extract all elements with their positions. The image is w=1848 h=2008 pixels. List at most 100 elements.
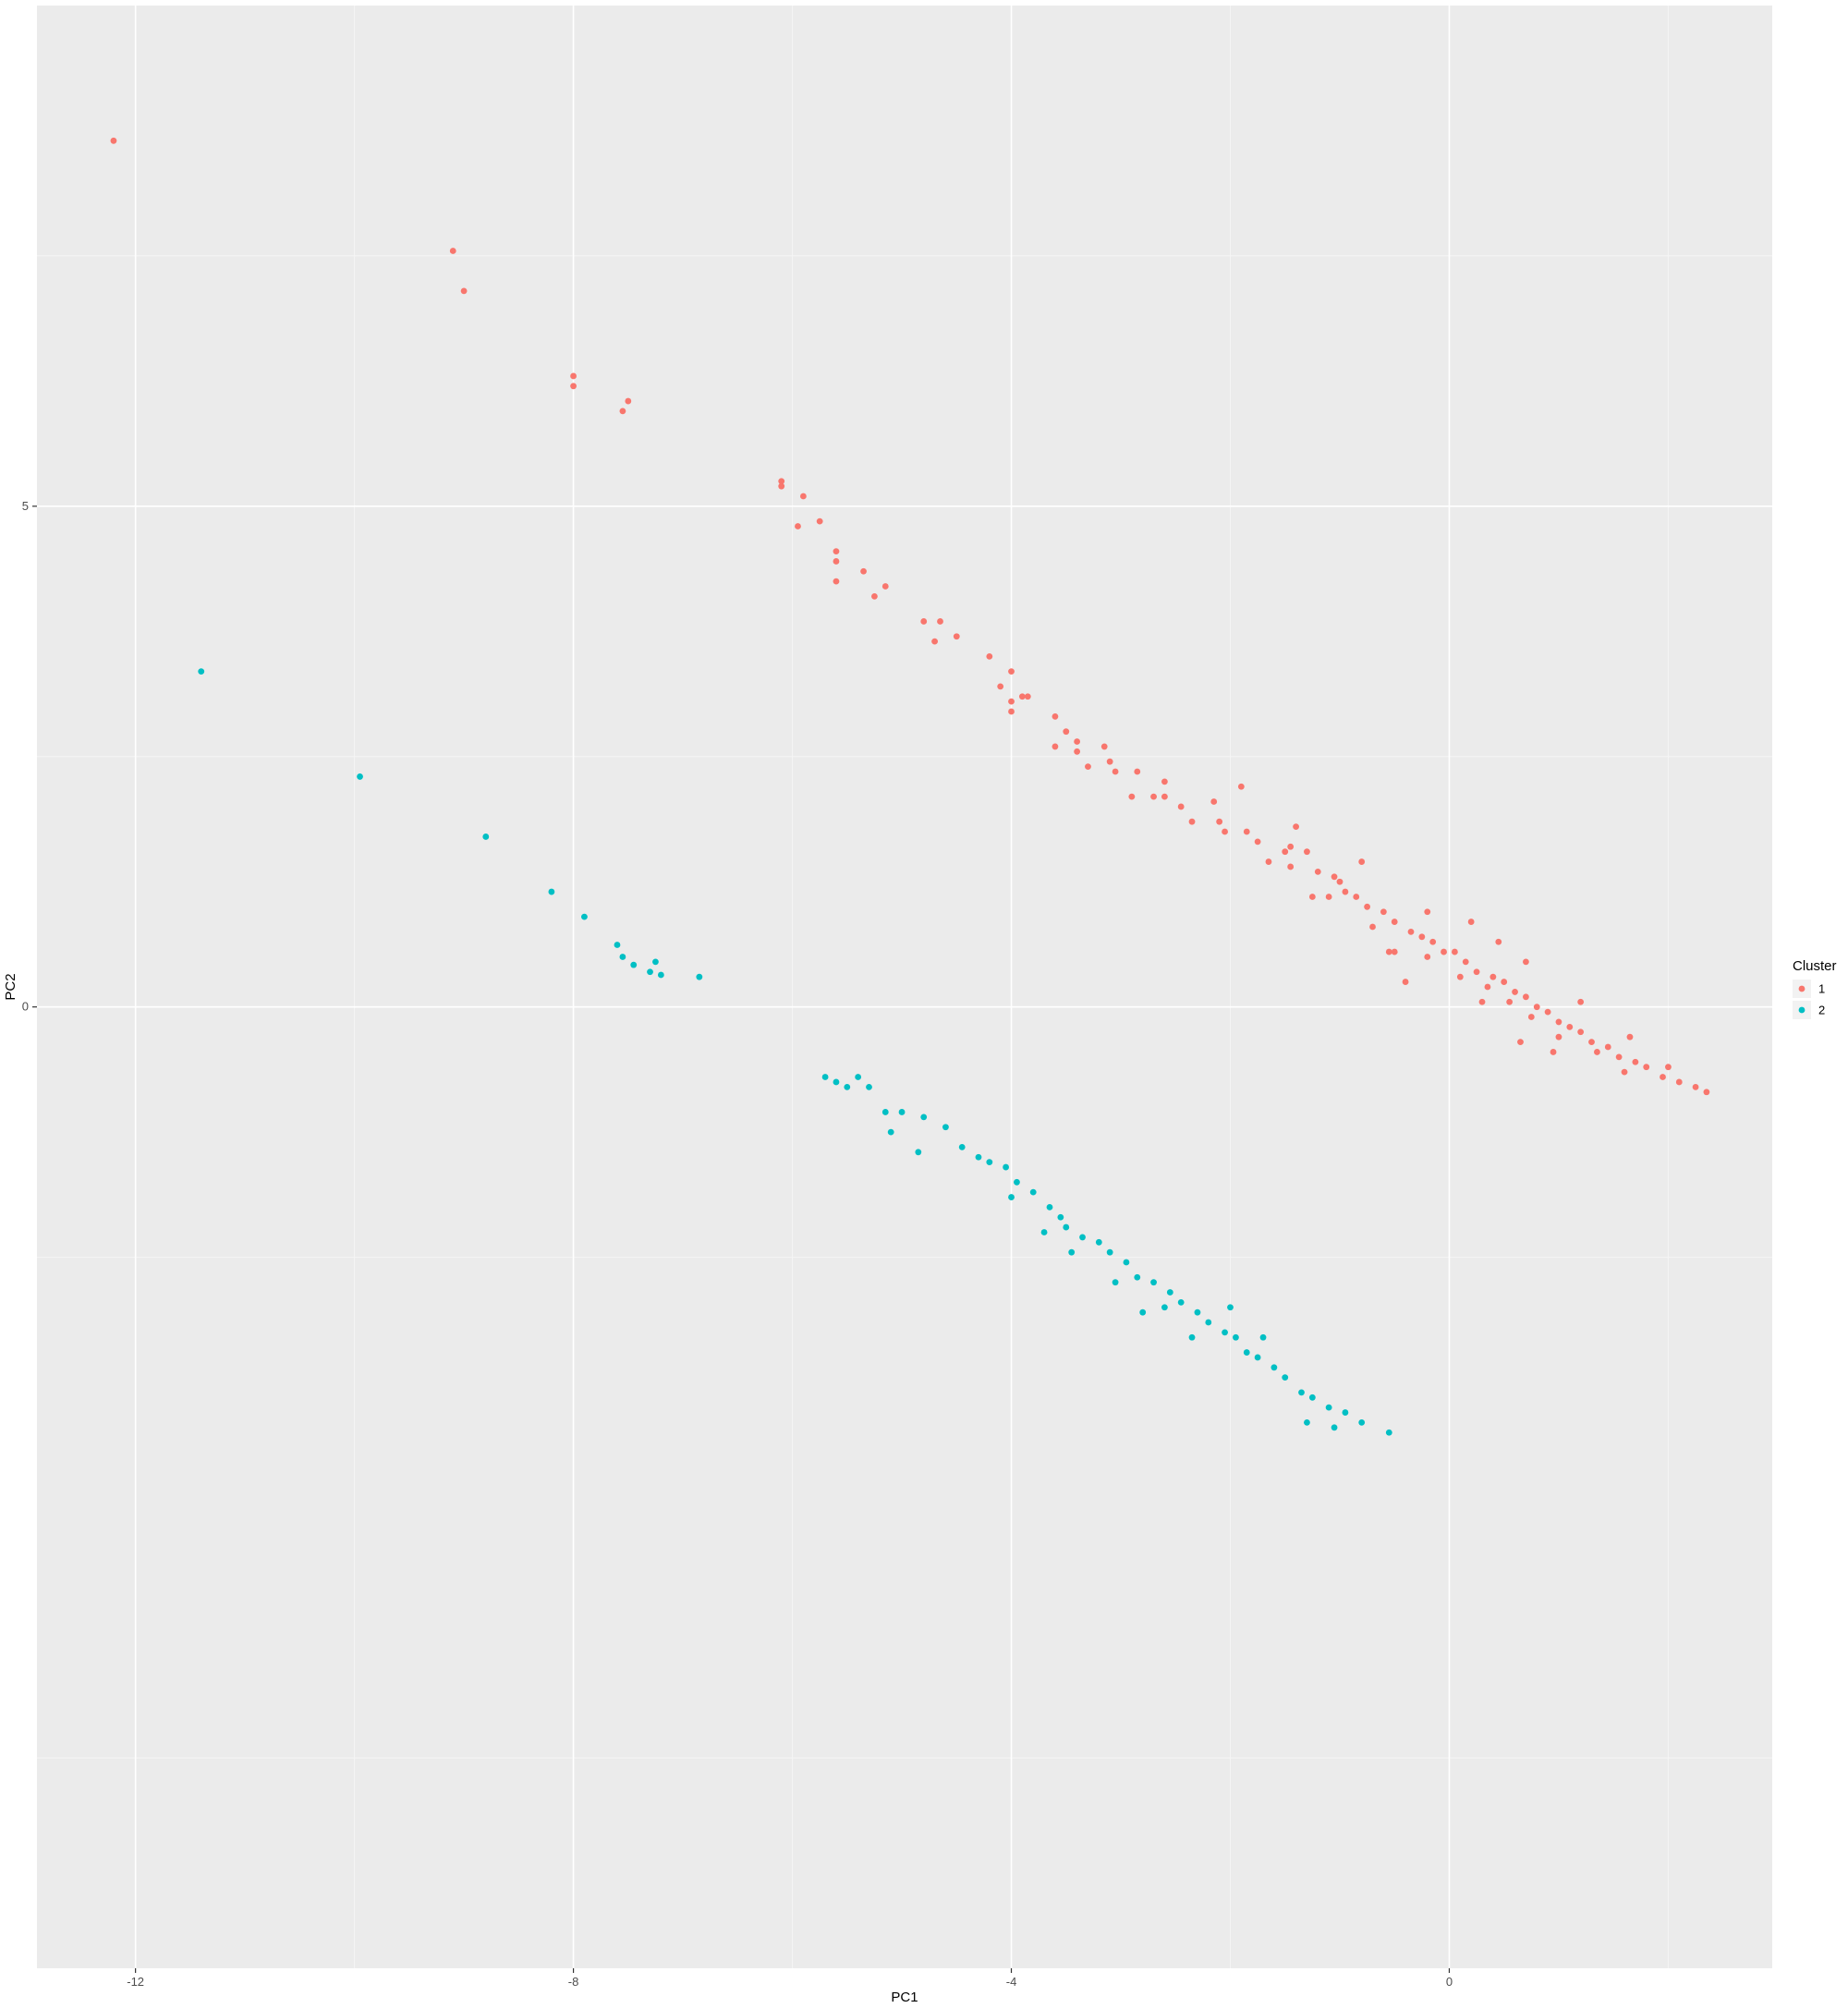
data-point-cluster-1 bbox=[1216, 818, 1223, 825]
data-point-cluster-1 bbox=[1063, 728, 1070, 736]
data-point-cluster-1 bbox=[625, 397, 632, 405]
data-point-cluster-1 bbox=[1615, 1053, 1623, 1061]
data-point-cluster-1 bbox=[1018, 693, 1026, 700]
data-point-cluster-1 bbox=[1128, 793, 1136, 800]
data-point-cluster-1 bbox=[1085, 763, 1091, 770]
data-point-cluster-1 bbox=[1150, 793, 1157, 800]
data-point-cluster-1 bbox=[1106, 758, 1113, 765]
data-point-cluster-2 bbox=[1358, 1418, 1366, 1426]
data-point-cluster-1 bbox=[1243, 828, 1250, 835]
data-point-cluster-2 bbox=[920, 1114, 928, 1121]
x-tick-label: -4 bbox=[1006, 1975, 1017, 1989]
data-point-cluster-1 bbox=[570, 383, 577, 390]
data-point-cluster-1 bbox=[1265, 858, 1272, 865]
data-point-cluster-2 bbox=[198, 668, 205, 675]
y-tick-label: 0 bbox=[22, 1000, 29, 1014]
data-point-cluster-1 bbox=[800, 493, 807, 500]
data-point-cluster-1 bbox=[860, 567, 867, 575]
data-point-cluster-1 bbox=[1550, 1049, 1557, 1055]
data-point-cluster-2 bbox=[1046, 1204, 1053, 1211]
data-point-cluster-1 bbox=[1527, 1014, 1535, 1020]
data-point-cluster-1 bbox=[1424, 954, 1431, 960]
y-axis-title: PC2 bbox=[3, 973, 18, 1000]
data-point-cluster-1 bbox=[1577, 998, 1585, 1005]
data-point-cluster-1 bbox=[778, 478, 785, 485]
data-point-cluster-2 bbox=[833, 1078, 840, 1086]
data-point-cluster-1 bbox=[816, 517, 823, 525]
data-point-cluster-1 bbox=[1462, 958, 1469, 966]
data-point-cluster-1 bbox=[1501, 979, 1508, 985]
data-point-cluster-2 bbox=[1254, 1354, 1261, 1361]
data-point-cluster-2 bbox=[1008, 1194, 1015, 1200]
data-point-cluster-1 bbox=[1358, 858, 1366, 865]
data-point-cluster-2 bbox=[696, 973, 703, 980]
data-point-cluster-2 bbox=[1259, 1333, 1267, 1341]
data-point-cluster-1 bbox=[1161, 778, 1168, 785]
data-point-cluster-2 bbox=[1139, 1308, 1147, 1316]
data-point-cluster-2 bbox=[1161, 1304, 1168, 1311]
data-point-cluster-2 bbox=[1134, 1273, 1141, 1281]
data-point-cluster-2 bbox=[652, 958, 659, 966]
data-point-cluster-2 bbox=[1106, 1248, 1113, 1256]
data-point-cluster-2 bbox=[975, 1153, 982, 1161]
data-point-cluster-1 bbox=[931, 638, 938, 645]
data-point-cluster-1 bbox=[1254, 838, 1261, 846]
data-point-cluster-1 bbox=[1703, 1089, 1710, 1096]
data-point-cluster-2 bbox=[1057, 1213, 1064, 1221]
data-point-cluster-1 bbox=[1675, 1078, 1683, 1086]
data-point-cluster-1 bbox=[1380, 908, 1387, 916]
data-point-cluster-2 bbox=[1194, 1308, 1201, 1316]
data-point-cluster-1 bbox=[1188, 818, 1196, 825]
data-point-cluster-1 bbox=[1052, 713, 1059, 720]
data-point-cluster-1 bbox=[1293, 823, 1299, 831]
data-point-cluster-1 bbox=[1222, 828, 1228, 835]
data-point-cluster-1 bbox=[1008, 698, 1015, 705]
legend-label: 1 bbox=[1818, 982, 1825, 996]
data-point-cluster-1 bbox=[1308, 894, 1316, 900]
data-point-cluster-1 bbox=[1577, 1028, 1585, 1036]
data-point-cluster-2 bbox=[581, 913, 588, 920]
data-point-cluster-2 bbox=[1188, 1333, 1196, 1341]
data-point-cluster-2 bbox=[614, 942, 621, 948]
x-axis: -12 -8 -4 0 bbox=[127, 1968, 1453, 1989]
data-point-cluster-2 bbox=[1150, 1279, 1157, 1286]
data-point-cluster-2 bbox=[657, 971, 664, 979]
data-point-cluster-2 bbox=[1342, 1409, 1349, 1416]
x-tick-label: -8 bbox=[568, 1975, 579, 1989]
data-point-cluster-2 bbox=[1298, 1389, 1305, 1396]
data-point-cluster-1 bbox=[1523, 993, 1529, 1001]
data-point-cluster-1 bbox=[1177, 803, 1185, 810]
legend-key-marker bbox=[1798, 1006, 1805, 1014]
data-point-cluster-1 bbox=[1441, 948, 1447, 955]
data-point-cluster-2 bbox=[887, 1128, 894, 1136]
data-point-cluster-1 bbox=[1304, 848, 1310, 856]
data-point-cluster-1 bbox=[1692, 1083, 1699, 1090]
data-point-cluster-2 bbox=[1243, 1349, 1250, 1356]
data-point-cluster-1 bbox=[833, 548, 840, 555]
data-point-cluster-2 bbox=[1227, 1304, 1234, 1311]
data-point-cluster-2 bbox=[1166, 1289, 1173, 1296]
data-point-cluster-2 bbox=[866, 1083, 872, 1090]
data-point-cluster-1 bbox=[1418, 933, 1426, 941]
data-point-cluster-1 bbox=[778, 482, 785, 490]
data-point-cluster-2 bbox=[915, 1149, 922, 1156]
data-point-cluster-2 bbox=[619, 954, 626, 960]
data-point-cluster-2 bbox=[1282, 1374, 1289, 1381]
data-point-cluster-1 bbox=[1621, 1068, 1628, 1076]
data-point-cluster-2 bbox=[357, 773, 363, 780]
data-point-cluster-1 bbox=[1369, 923, 1376, 931]
data-point-cluster-1 bbox=[1161, 793, 1168, 800]
data-point-cluster-2 bbox=[821, 1074, 829, 1080]
data-point-cluster-1 bbox=[1665, 1064, 1672, 1071]
data-point-cluster-2 bbox=[1123, 1259, 1130, 1266]
data-point-cluster-1 bbox=[1594, 1049, 1600, 1055]
data-point-cluster-2 bbox=[958, 1143, 966, 1150]
data-point-cluster-1 bbox=[1024, 693, 1031, 700]
data-point-cluster-2 bbox=[942, 1124, 949, 1131]
data-point-cluster-1 bbox=[449, 248, 456, 254]
legend: Cluster 12 bbox=[1793, 958, 1837, 1019]
data-point-cluster-2 bbox=[548, 888, 555, 895]
data-point-cluster-2 bbox=[1003, 1163, 1009, 1171]
data-point-cluster-2 bbox=[647, 968, 653, 976]
data-point-cluster-1 bbox=[1512, 989, 1518, 995]
